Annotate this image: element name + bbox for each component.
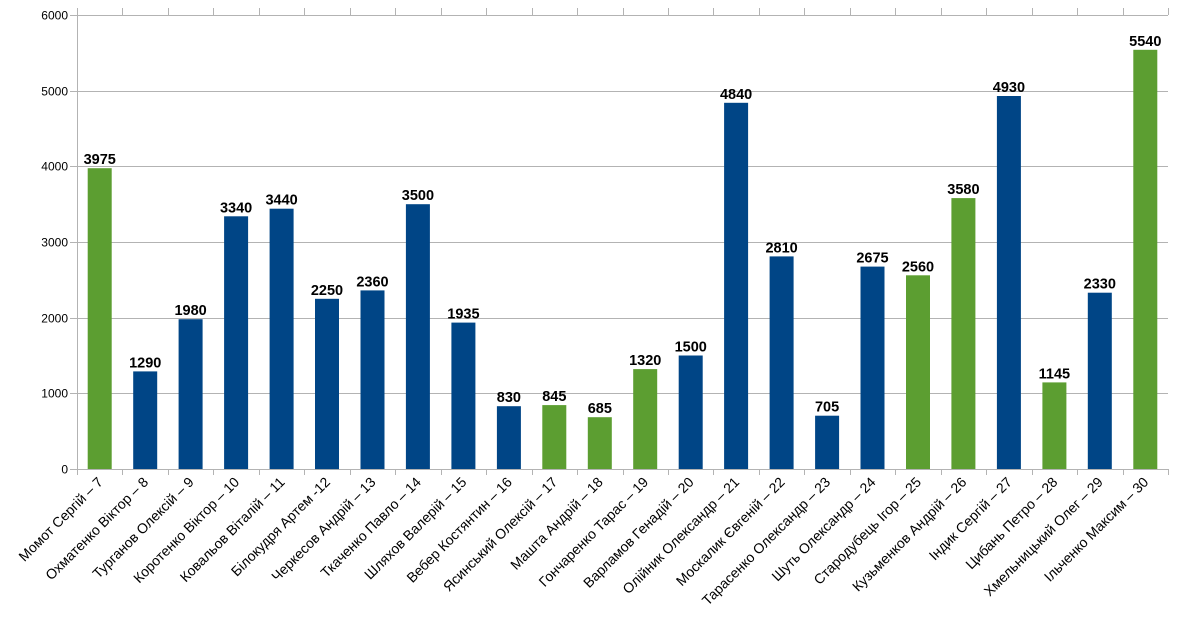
bar-15: [724, 102, 749, 470]
bars: [87, 49, 1158, 470]
bar-17: [815, 415, 840, 469]
bar-24: [1133, 49, 1158, 470]
bar-22: [1042, 382, 1067, 469]
data-label: 2330: [1084, 277, 1116, 293]
x-tick-label: Момот Сергій – 7: [15, 474, 106, 565]
bar-20: [951, 198, 976, 469]
y-tick-label: 0: [61, 463, 68, 477]
data-label: 830: [497, 390, 521, 406]
data-label: 3340: [220, 200, 252, 216]
bar-12: [587, 417, 612, 469]
data-label: 2560: [902, 259, 934, 275]
bar-14: [678, 355, 703, 469]
x-tick-label: Індик Сергій – 27: [926, 474, 1016, 564]
y-axis-ticks: 0 1000 2000 3000 4000 5000 6000: [41, 9, 68, 477]
data-label: 845: [542, 389, 566, 405]
y-tick-label: 3000: [41, 236, 68, 250]
data-label: 2675: [856, 251, 888, 267]
data-labels: 3975 1290 1980 3340 3440 2250 2360 3500 1935 830 8…: [84, 34, 1162, 417]
data-label: 1500: [675, 340, 707, 356]
bar-21: [996, 96, 1021, 469]
data-label: 2360: [356, 274, 388, 290]
data-label: 3580: [947, 182, 979, 198]
bar-4: [224, 216, 249, 469]
data-label: 5540: [1129, 34, 1161, 50]
data-label: 1145: [1039, 366, 1070, 382]
data-label: 705: [815, 400, 839, 416]
bar-3: [178, 319, 203, 469]
data-label: 2250: [311, 283, 343, 299]
data-label: 1320: [629, 353, 661, 369]
data-label: 3975: [84, 152, 116, 168]
bar-1: [87, 168, 112, 469]
y-tick-label: 4000: [41, 160, 68, 174]
data-label: 4840: [720, 87, 752, 103]
data-label: 685: [588, 401, 612, 417]
bar-6: [315, 298, 339, 470]
bar-23: [1087, 292, 1112, 469]
bar-11: [542, 405, 567, 469]
bar-18: [860, 266, 885, 469]
gridlines: [70, 8, 1169, 475]
y-tick-label: 1000: [41, 387, 68, 401]
data-label: 3500: [402, 188, 434, 204]
bar-2: [133, 371, 158, 469]
bar-5: [269, 208, 294, 469]
data-label: 3440: [265, 193, 297, 209]
data-label: 1290: [129, 355, 161, 371]
bar-13: [633, 369, 658, 469]
y-tick-label: 5000: [41, 85, 68, 99]
bar-8: [405, 204, 430, 469]
data-label: 1935: [447, 307, 479, 323]
y-tick-label: 2000: [41, 312, 68, 326]
data-label: 4930: [993, 80, 1025, 96]
bar-7: [360, 290, 385, 469]
data-label: 1980: [174, 303, 206, 319]
bar-16: [769, 256, 794, 469]
data-label: 2810: [765, 240, 797, 256]
bar-10: [496, 406, 521, 469]
bar-19: [906, 275, 930, 469]
bar-9: [451, 322, 476, 469]
y-tick-label: 6000: [41, 9, 68, 23]
